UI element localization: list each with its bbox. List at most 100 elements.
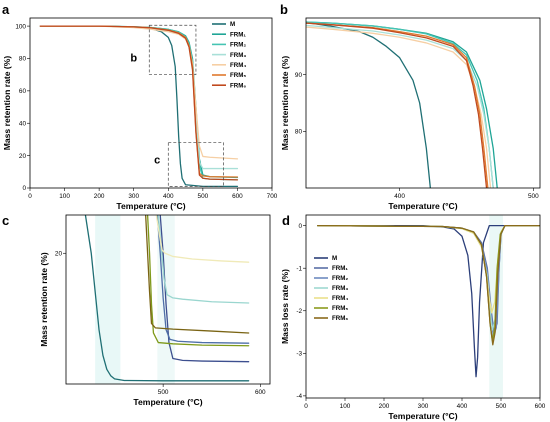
x-tick-label: 500 (158, 389, 169, 396)
x-tick-label: 300 (128, 193, 139, 200)
x-tick-label: 400 (394, 193, 405, 200)
series-line-frm3 (306, 24, 494, 188)
series-line-frm1-d (317, 224, 540, 333)
legend-entry-label: FRM₂ (332, 275, 348, 282)
y-tick-label: -4 (296, 393, 302, 400)
plot-frame (29, 17, 273, 189)
x-tick-label: 100 (59, 193, 70, 200)
plot-frame (65, 214, 271, 385)
legend: M FRM₁ FRM₂ FRM₃ FRM₄ FRM₅ FRM₆ (314, 255, 348, 322)
x-tick-label: 300 (418, 403, 429, 410)
series-line-frm4 (39, 25, 239, 160)
series-line-frm1 (306, 21, 498, 188)
x-tick-label: 600 (232, 193, 243, 200)
x-tick-label: 0 (28, 193, 32, 200)
series-line-frm4 (306, 26, 492, 188)
legend-entry-label: M (332, 255, 337, 262)
chart-panel-a: 0 100 200 300 400 500 600 700 0 20 40 60 80 100 Temper… (2, 17, 278, 211)
series-line-frm3 (157, 215, 250, 304)
y-tick-label: 60 (19, 88, 27, 95)
y-axis-label: Mass retention rate (%) (280, 56, 290, 151)
series-line-m-d (317, 224, 540, 378)
legend-entry-label: FRM₆ (230, 82, 246, 89)
x-tick-label: 100 (340, 403, 351, 410)
legend-entry-label: FRM₅ (230, 72, 246, 79)
y-tick-label: 20 (55, 250, 63, 257)
legend-entry-label: FRM₃ (230, 52, 246, 59)
chart-panel-b: 400 500 80 90 Temperature (°C) Mass retention… (280, 17, 541, 211)
panel-label-d: d (282, 213, 290, 228)
x-tick-label: 600 (535, 403, 546, 410)
legend-entry-label: FRM₂ (230, 42, 246, 49)
panel-label-c: c (2, 213, 9, 228)
legend-entry-label: FRM₁ (332, 265, 348, 272)
x-axis-label: Temperature (°C) (116, 201, 185, 211)
series-line-frm4-d (317, 224, 540, 314)
y-tick-label: 20 (19, 153, 27, 160)
y-tick-label: 40 (19, 120, 27, 127)
x-tick-label: 700 (267, 193, 278, 200)
y-tick-label: 80 (19, 56, 27, 63)
y-tick-label: 0 (22, 185, 26, 192)
x-tick-label: 200 (379, 403, 390, 410)
series-group (306, 21, 498, 188)
legend-entry-label: M (230, 21, 235, 28)
series-line-frm1 (159, 215, 250, 363)
y-tick-label: -2 (296, 308, 302, 315)
series-group (317, 224, 540, 378)
series-line-frm2 (306, 21, 494, 188)
legend-entry-label: FRM₆ (332, 315, 348, 322)
legend-entry-label: FRM₁ (230, 31, 246, 38)
series-line-m (84, 215, 250, 382)
chart-panel-c: 500 600 20 Temperature (°C) Mass retention r… (39, 214, 271, 407)
y-tick-label: -3 (296, 351, 302, 358)
x-tick-label: 400 (457, 403, 468, 410)
series-line-frm3 (39, 25, 239, 170)
chart-panel-d: 0 100 200 300 400 500 600 -4 -3 -2 -1 0 Temperature … (280, 214, 546, 421)
x-tick-label: 400 (163, 193, 174, 200)
x-axis-label: Temperature (°C) (388, 411, 457, 421)
inset-label-b: b (130, 53, 137, 65)
legend-entry-label: FRM₃ (332, 285, 348, 292)
legend-entry-label: FRM₅ (332, 305, 348, 312)
x-tick-label: 500 (198, 193, 209, 200)
y-tick-label: 0 (298, 223, 302, 230)
series-group (39, 25, 239, 188)
y-tick-label: 90 (295, 72, 303, 79)
series-line-frm2-d (317, 224, 540, 337)
x-tick-label: 200 (94, 193, 105, 200)
legend-entry-label: FRM₄ (332, 295, 348, 302)
legend: M FRM₁ FRM₂ FRM₃ FRM₄ FRM₅ FRM₆ (212, 21, 246, 89)
series-line-frm5 (39, 25, 239, 178)
panel-label-a: a (2, 2, 10, 17)
legend-entry-label: FRM₄ (230, 62, 246, 69)
series-line-m (306, 21, 431, 188)
series-line-frm5-d (317, 224, 540, 342)
x-tick-label: 600 (255, 389, 266, 396)
series-line-m (39, 25, 239, 188)
series-line-frm6-d (317, 224, 540, 346)
x-tick-label: 0 (304, 403, 308, 410)
y-tick-label: 80 (295, 129, 303, 136)
x-axis-label: Temperature (°C) (133, 397, 202, 407)
inset-label-c: c (154, 155, 160, 167)
x-tick-label: 500 (528, 193, 539, 200)
y-axis-label: Mass retention rate (%) (2, 56, 12, 151)
inset-box-c (167, 142, 224, 187)
series-line-frm1 (39, 25, 239, 179)
y-tick-label: 100 (15, 23, 26, 30)
series-line-frm6 (145, 215, 250, 334)
y-axis-label: Mass loss rate (%) (280, 269, 290, 344)
x-axis-label: Temperature (°C) (388, 201, 457, 211)
series-line-frm4 (155, 215, 250, 263)
series-line-frm6 (39, 25, 239, 181)
x-tick-label: 500 (496, 403, 507, 410)
highlight-band (95, 215, 121, 384)
series-line-frm3-d (317, 224, 540, 331)
y-axis-label: Mass retention rate (%) (39, 252, 49, 347)
panel-label-b: b (280, 2, 288, 17)
y-tick-label: -1 (296, 265, 302, 272)
plot-frame (305, 17, 541, 189)
inset-box-b (148, 24, 197, 76)
